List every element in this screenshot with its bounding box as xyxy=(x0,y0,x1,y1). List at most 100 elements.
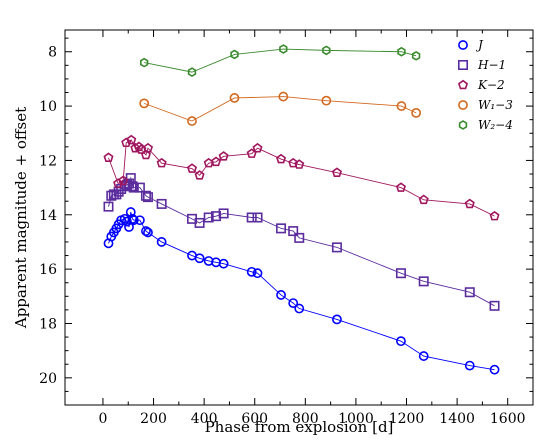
data-point xyxy=(140,190,151,201)
data-point xyxy=(411,107,422,118)
legend-marker xyxy=(458,100,468,110)
data-point xyxy=(321,95,332,106)
data-point xyxy=(156,237,167,247)
data-point xyxy=(396,336,406,347)
series-1 xyxy=(103,173,500,311)
x-axis-label: Phase from explosion [d] xyxy=(205,418,394,436)
data-point xyxy=(143,227,153,238)
data-point xyxy=(211,211,222,222)
legend-label: H−1 xyxy=(477,58,506,72)
x-tick-label: 1400 xyxy=(439,411,475,427)
data-point xyxy=(246,212,257,223)
y-tick-label: 8 xyxy=(48,45,57,61)
data-point xyxy=(113,178,124,188)
data-point xyxy=(276,153,287,164)
plot-frame xyxy=(64,29,534,406)
data-point xyxy=(411,50,421,61)
data-point xyxy=(418,276,429,287)
data-point xyxy=(395,268,406,279)
x-tick-label: 0 xyxy=(98,411,107,427)
data-point xyxy=(418,194,429,205)
y-axis-label: Apparent magnitude + offset xyxy=(12,107,30,329)
x-tick-label: 600 xyxy=(241,411,268,427)
data-point xyxy=(252,268,263,279)
data-point xyxy=(395,182,406,192)
data-point xyxy=(210,156,222,167)
data-point xyxy=(156,198,167,209)
data-point xyxy=(246,266,257,277)
data-point xyxy=(203,212,214,223)
legend-label: W₁−3 xyxy=(478,98,513,112)
data-point xyxy=(194,170,205,180)
legend-marker xyxy=(457,79,469,90)
data-point xyxy=(278,91,289,102)
data-point xyxy=(397,46,406,57)
data-point xyxy=(489,210,500,221)
legend-label: J xyxy=(475,38,484,52)
legend-marker xyxy=(457,59,468,70)
data-point xyxy=(118,175,129,186)
x-tick-label: 1000 xyxy=(338,411,374,427)
data-point xyxy=(218,208,229,219)
ticks-layer: 0 200 400 600 800 1000 1200 1400 1600 8 10 12 14 16 18… xyxy=(39,30,533,427)
data-point xyxy=(489,364,500,375)
data-point xyxy=(464,287,475,298)
legend-label: W₂−4 xyxy=(478,118,513,132)
legend-label: K−2 xyxy=(477,78,505,92)
data-point xyxy=(121,137,132,148)
data-point xyxy=(464,360,475,371)
y-tick-label: 14 xyxy=(39,208,57,224)
x-tick-label: 400 xyxy=(191,411,218,427)
data-point xyxy=(294,303,305,314)
y-tick-label: 20 xyxy=(39,371,57,387)
x-tick-label: 1200 xyxy=(389,411,425,427)
data-point xyxy=(134,182,145,193)
data-point xyxy=(489,300,500,311)
data-point xyxy=(187,67,197,77)
data-point xyxy=(194,253,205,264)
series-0 xyxy=(103,207,500,375)
series-3 xyxy=(139,91,422,126)
data-point xyxy=(218,151,229,161)
data-point xyxy=(194,217,205,228)
data-point xyxy=(142,142,154,153)
data-point xyxy=(140,149,151,160)
series-4 xyxy=(140,44,421,77)
data-point xyxy=(252,212,263,223)
x-tick-label: 1600 xyxy=(490,411,526,427)
y-tick-label: 18 xyxy=(39,316,57,332)
data-point xyxy=(187,116,197,126)
data-point xyxy=(396,101,407,111)
series-line xyxy=(108,139,495,217)
series-layer xyxy=(103,44,500,375)
legend-marker xyxy=(458,40,468,50)
data-point xyxy=(156,157,167,168)
data-point xyxy=(229,93,240,103)
data-point xyxy=(294,232,305,243)
data-point xyxy=(134,215,145,226)
data-point xyxy=(128,182,139,193)
data-point xyxy=(276,223,287,234)
x-tick-label: 200 xyxy=(140,411,167,427)
data-point xyxy=(288,298,299,308)
data-point xyxy=(125,207,136,217)
data-point xyxy=(141,226,151,236)
series-line xyxy=(144,48,417,73)
data-point xyxy=(331,242,342,253)
data-point xyxy=(418,351,429,361)
series-line xyxy=(108,211,495,371)
data-point xyxy=(252,142,263,153)
data-point xyxy=(140,57,149,68)
data-point xyxy=(142,192,153,203)
data-point xyxy=(139,98,150,109)
data-point xyxy=(126,134,137,145)
x-tick-label: 800 xyxy=(292,411,319,427)
series-2 xyxy=(103,134,500,221)
data-point xyxy=(279,44,288,54)
data-point xyxy=(288,226,299,237)
data-point xyxy=(331,167,342,177)
data-point xyxy=(322,45,331,56)
y-tick-label: 10 xyxy=(39,99,57,115)
legend: J H−1 K−2 W₁−3 W₂−4 xyxy=(457,38,513,132)
